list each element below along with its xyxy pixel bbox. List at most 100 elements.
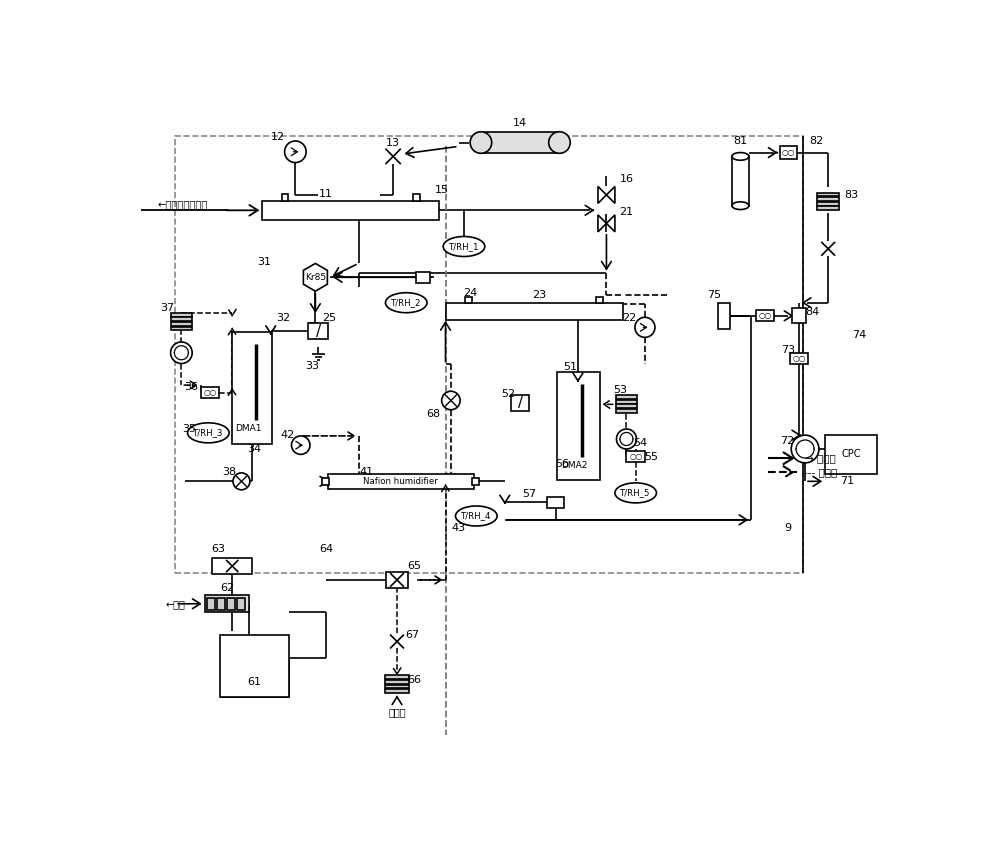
Bar <box>792 308 806 323</box>
Text: /: / <box>316 323 321 339</box>
Text: 22: 22 <box>622 313 637 323</box>
Text: 83: 83 <box>844 190 858 200</box>
Text: 34: 34 <box>247 444 262 454</box>
Text: 38: 38 <box>222 467 236 477</box>
Text: Nafion humidifier: Nafion humidifier <box>363 477 438 486</box>
Bar <box>212 558 252 574</box>
Text: 75: 75 <box>707 290 721 300</box>
Bar <box>171 317 192 321</box>
Text: 55: 55 <box>644 452 658 462</box>
Bar <box>596 297 603 303</box>
Bar <box>511 395 529 410</box>
Text: 33: 33 <box>305 361 319 371</box>
Text: 68: 68 <box>426 408 440 419</box>
Polygon shape <box>606 186 615 204</box>
Ellipse shape <box>443 237 485 257</box>
Ellipse shape <box>456 506 497 526</box>
Bar <box>217 597 225 610</box>
Text: → 主气流: → 主气流 <box>805 453 836 463</box>
Text: 53: 53 <box>613 386 627 395</box>
Text: 82: 82 <box>810 136 824 146</box>
Bar <box>262 201 439 219</box>
Bar <box>817 197 839 201</box>
Text: 72: 72 <box>780 436 795 447</box>
Text: 32: 32 <box>276 313 290 323</box>
Circle shape <box>285 141 306 162</box>
Text: 66: 66 <box>408 675 422 685</box>
Text: 71: 71 <box>840 476 855 486</box>
Text: ←空气: ←空气 <box>165 599 185 609</box>
Bar <box>616 400 637 403</box>
Text: 74: 74 <box>852 330 866 340</box>
Bar <box>322 479 329 486</box>
Bar <box>732 156 749 205</box>
Text: 65: 65 <box>407 561 421 571</box>
Text: T/RH_3: T/RH_3 <box>193 428 224 437</box>
Text: 35: 35 <box>182 424 196 434</box>
Text: Kr85: Kr85 <box>305 273 326 282</box>
Bar <box>616 395 637 399</box>
Circle shape <box>171 342 192 363</box>
Text: DMA2: DMA2 <box>561 461 587 471</box>
Text: 16: 16 <box>619 174 633 185</box>
Text: 31: 31 <box>258 257 272 267</box>
Text: 51: 51 <box>563 362 577 373</box>
Bar <box>171 313 192 316</box>
Text: 56: 56 <box>556 460 570 469</box>
Polygon shape <box>598 186 606 204</box>
Text: ○○: ○○ <box>782 148 795 157</box>
Circle shape <box>442 391 460 410</box>
Text: ○○: ○○ <box>792 354 806 362</box>
Bar <box>201 388 219 398</box>
Bar <box>171 322 192 326</box>
Ellipse shape <box>188 423 229 443</box>
Bar <box>207 597 215 610</box>
Text: 11: 11 <box>319 189 333 199</box>
Bar <box>237 597 245 610</box>
Text: 62: 62 <box>221 583 235 593</box>
Circle shape <box>292 436 310 454</box>
Polygon shape <box>606 215 615 231</box>
Text: 63: 63 <box>211 544 225 554</box>
Text: ○○: ○○ <box>758 311 772 320</box>
Bar <box>308 323 328 339</box>
Text: 14: 14 <box>513 118 527 128</box>
Bar <box>227 597 235 610</box>
Ellipse shape <box>385 293 427 313</box>
Ellipse shape <box>732 153 749 160</box>
Text: 25: 25 <box>322 313 336 323</box>
Text: 36: 36 <box>184 382 198 393</box>
Ellipse shape <box>549 132 570 153</box>
Text: 61: 61 <box>248 676 262 687</box>
Text: 67: 67 <box>405 630 419 641</box>
Text: 15: 15 <box>435 186 449 195</box>
Text: ○○: ○○ <box>629 453 642 461</box>
Text: 64: 64 <box>319 544 333 554</box>
Bar <box>171 327 192 330</box>
Bar <box>446 303 623 321</box>
Text: 12: 12 <box>271 132 285 142</box>
Bar <box>385 675 409 679</box>
Text: 42: 42 <box>281 430 295 440</box>
Bar <box>413 194 420 201</box>
Text: T/RH_4: T/RH_4 <box>461 512 492 520</box>
Ellipse shape <box>732 202 749 210</box>
Text: 57: 57 <box>522 490 537 499</box>
Bar <box>232 332 272 444</box>
Text: --- 辅气流: --- 辅气流 <box>804 467 837 477</box>
Bar <box>616 404 637 408</box>
Text: 24: 24 <box>463 288 477 297</box>
Polygon shape <box>303 264 327 291</box>
Bar <box>616 409 637 413</box>
Text: 23: 23 <box>532 290 547 300</box>
Bar <box>385 689 409 693</box>
Polygon shape <box>598 215 606 231</box>
Bar <box>205 596 249 612</box>
Text: ←气溶胶样品气流: ←气溶胶样品气流 <box>158 199 208 209</box>
Text: CPC: CPC <box>842 449 861 460</box>
Text: 81: 81 <box>733 136 747 146</box>
Text: 平稳气: 平稳气 <box>388 707 406 717</box>
Bar <box>282 194 288 201</box>
Circle shape <box>616 429 636 449</box>
Text: 13: 13 <box>386 138 400 147</box>
